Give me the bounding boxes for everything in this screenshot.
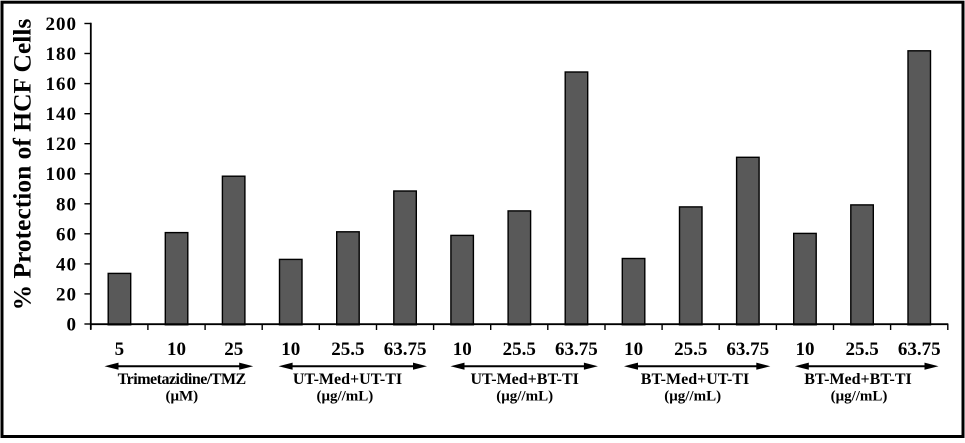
svg-text:UT-Med+UT-TI: UT-Med+UT-TI bbox=[293, 371, 402, 388]
svg-text:25.5: 25.5 bbox=[503, 339, 536, 360]
svg-text:25: 25 bbox=[224, 339, 243, 360]
svg-text:120: 120 bbox=[46, 134, 78, 155]
svg-text:UT-Med+BT-TI: UT-Med+BT-TI bbox=[470, 371, 578, 388]
svg-text:80: 80 bbox=[56, 194, 77, 215]
svg-text:100: 100 bbox=[46, 164, 78, 185]
svg-text:0: 0 bbox=[67, 315, 78, 336]
svg-text:60: 60 bbox=[56, 224, 77, 245]
svg-text:(μg//mL): (μg//mL) bbox=[316, 388, 373, 404]
svg-text:25.5: 25.5 bbox=[331, 339, 364, 360]
svg-text:10: 10 bbox=[796, 339, 815, 360]
svg-text:10: 10 bbox=[624, 339, 643, 360]
svg-text:63.75: 63.75 bbox=[384, 339, 427, 360]
svg-text:63.75: 63.75 bbox=[726, 339, 769, 360]
svg-text:(μg//mL): (μg//mL) bbox=[664, 388, 721, 404]
svg-text:BT-Med+UT-TI: BT-Med+UT-TI bbox=[641, 371, 749, 388]
svg-text:% Protection of HCF Cells: % Protection of HCF Cells bbox=[8, 19, 37, 311]
svg-text:10: 10 bbox=[167, 339, 186, 360]
svg-text:20: 20 bbox=[56, 284, 77, 305]
svg-text:200: 200 bbox=[46, 14, 78, 35]
svg-text:Trimetazidine/TMZ: Trimetazidine/TMZ bbox=[118, 371, 246, 388]
svg-text:140: 140 bbox=[46, 104, 78, 125]
svg-text:25.5: 25.5 bbox=[845, 339, 878, 360]
svg-text:(μg//mL): (μg//mL) bbox=[831, 388, 888, 404]
svg-text:25.5: 25.5 bbox=[674, 339, 707, 360]
svg-text:63.75: 63.75 bbox=[555, 339, 598, 360]
svg-text:10: 10 bbox=[453, 339, 472, 360]
svg-text:63.75: 63.75 bbox=[898, 339, 941, 360]
svg-text:BT-Med+BT-TI: BT-Med+BT-TI bbox=[804, 371, 912, 388]
svg-text:160: 160 bbox=[46, 74, 78, 95]
svg-text:180: 180 bbox=[46, 44, 78, 65]
svg-text:(μM): (μM) bbox=[165, 388, 198, 404]
svg-text:5: 5 bbox=[115, 339, 125, 360]
svg-text:40: 40 bbox=[56, 254, 77, 275]
svg-text:10: 10 bbox=[281, 339, 300, 360]
svg-text:(μg//mL): (μg//mL) bbox=[496, 388, 553, 404]
